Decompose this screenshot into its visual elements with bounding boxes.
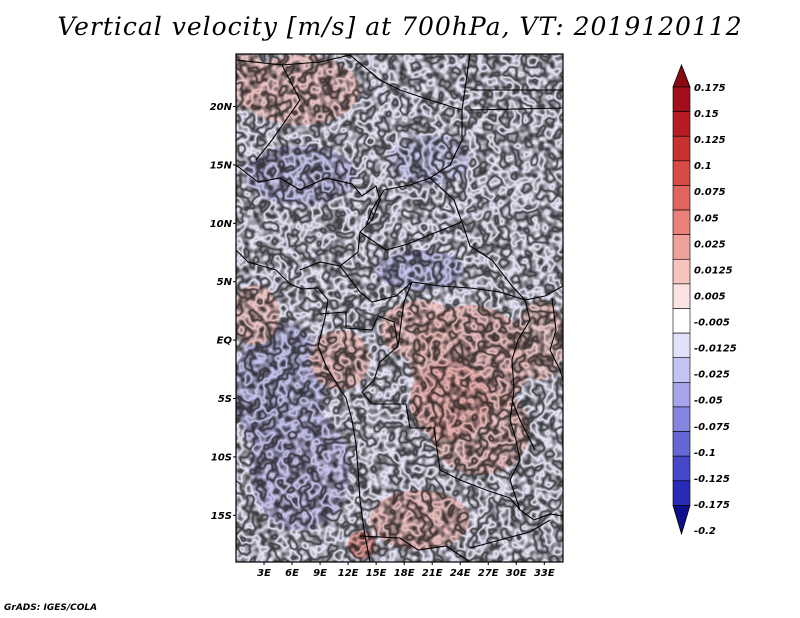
colorbar-swatch [672, 431, 691, 457]
colorbar-swatch [672, 135, 691, 162]
colorbar-label: 0.1 [694, 161, 712, 172]
colorbar-label: 0.15 [694, 109, 719, 120]
colorbar-label: -0.175 [694, 500, 730, 511]
lon-label: 24E [450, 568, 471, 579]
lon-label: 15E [366, 568, 387, 579]
colorbar-label: 0.175 [694, 83, 726, 94]
colorbar-label: 0.125 [694, 135, 726, 146]
lon-label: 33E [534, 568, 555, 579]
colorbar-swatch [672, 234, 691, 260]
lat-label: 10S [211, 452, 232, 463]
lat-label: 15S [211, 511, 232, 522]
colorbar: 0.175 0.15 0.125 0.1 0.075 0.05 0.025 0.0125 0.0… [672, 63, 737, 537]
colorbar-label: -0.005 [694, 318, 730, 329]
lat-label: EQ [217, 336, 233, 347]
map-title: Vertical velocity [m/s] at 700hPa, VT: 2… [57, 12, 743, 41]
colorbar-label: -0.2 [694, 526, 716, 537]
colorbar-label: -0.0125 [694, 344, 737, 355]
map-frame [235, 53, 564, 563]
colorbar-swatch [672, 209, 691, 235]
colorbar-label: 0.0125 [694, 265, 733, 276]
colorbar-label: 0.025 [694, 239, 726, 250]
colorbar-bottom-arrow [672, 504, 691, 536]
colorbar-label: 0.075 [694, 187, 726, 198]
lon-label: 9E [313, 568, 327, 579]
colorbar-swatch [672, 185, 691, 211]
lon-label: 27E [478, 568, 499, 579]
colorbar-swatch [672, 86, 691, 112]
colorbar-swatch [672, 332, 691, 359]
lat-label: 5S [218, 394, 232, 405]
colorbar-label: 0.005 [694, 291, 726, 302]
colorbar-label: -0.1 [694, 448, 716, 459]
colorbar-swatch [672, 406, 691, 432]
lon-label: 12E [338, 568, 359, 579]
longitude-labels: 3E 6E 9E 12E 15E 18E 21E 24E 27E 30E 33E [257, 562, 555, 579]
lon-label: 30E [506, 568, 527, 579]
colorbar-swatch [672, 160, 691, 186]
colorbar-label: -0.05 [694, 396, 723, 407]
lat-label: 20N [210, 102, 233, 113]
colorbar-swatch [672, 283, 691, 309]
colorbar-top-arrow [672, 63, 691, 88]
colorbar-label: -0.025 [694, 370, 730, 381]
colorbar-swatch [672, 111, 691, 137]
colorbar-swatch [672, 357, 691, 383]
colorbar-swatch [672, 382, 691, 408]
colorbar-label: -0.125 [694, 474, 730, 485]
country-borders [236, 54, 563, 562]
lat-label: 10N [210, 219, 233, 230]
latitude-labels: 20N 15N 10N 5N EQ 5S 10S 15S [210, 102, 236, 522]
lon-label: 21E [422, 568, 443, 579]
vertical-velocity-field [236, 54, 563, 562]
coastline [236, 249, 371, 562]
lat-label: 15N [210, 160, 233, 171]
lat-label: 5N [217, 277, 233, 288]
colorbar-swatch [672, 258, 691, 285]
lon-label: 3E [257, 568, 271, 579]
lon-label: 6E [285, 568, 299, 579]
colorbar-label: 0.05 [694, 213, 719, 224]
colorbar-swatch [672, 480, 691, 506]
software-credit: GrADS: IGES/COLA [4, 603, 98, 613]
colorbar-swatch [672, 455, 691, 482]
colorbar-swatch [672, 308, 691, 334]
lon-label: 18E [394, 568, 415, 579]
colorbar-label: -0.075 [694, 422, 730, 433]
